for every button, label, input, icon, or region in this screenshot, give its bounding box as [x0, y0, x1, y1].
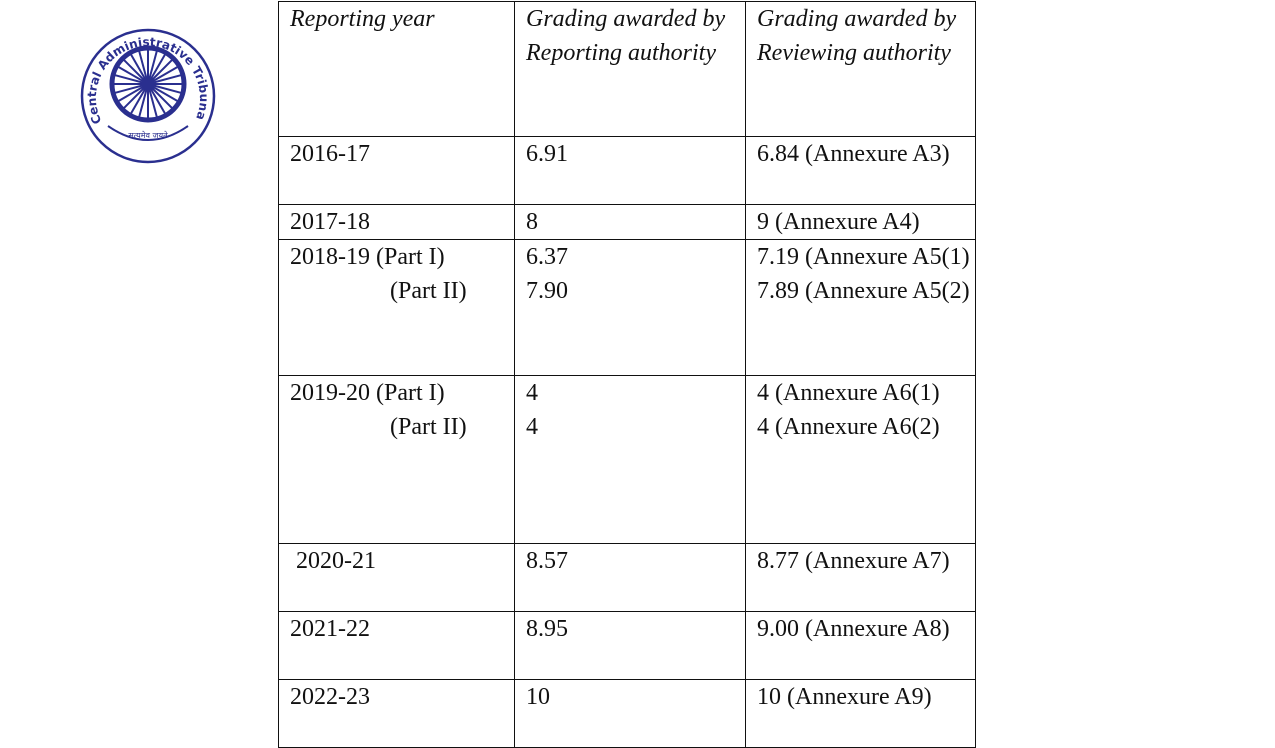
table-row: 2018-19 (Part I) (Part II) 6.37 7.90 7.19 (A… [278, 239, 976, 376]
cell-line: 7.89 (Annexure A5(2) [757, 278, 970, 304]
table-cell: 4 (Annexure A6(1) 4 (Annexure A6(2) [745, 375, 976, 544]
header-cell: Grading awarded by Reporting authority [514, 1, 746, 137]
logo: Central Administrative Tribunal सत्यमेव … [78, 26, 216, 164]
cell-line: 8.95 [526, 616, 568, 642]
cell-line: 8 [526, 209, 538, 235]
cell-line: 2017-18 [290, 209, 370, 235]
cell-line: (Part II) [390, 278, 467, 304]
table-cell: 2020-21 [278, 543, 515, 612]
table-cell: 8 [514, 204, 746, 240]
cell-line: (Part II) [390, 414, 467, 440]
table-row: 2020-21 8.57 8.77 (Annexure A7) [278, 543, 976, 612]
cell-line: 8.77 (Annexure A7) [757, 548, 950, 574]
table-cell: 7.19 (Annexure A5(1) 7.89 (Annexure A5(2) [745, 239, 976, 376]
table-cell: 6.37 7.90 [514, 239, 746, 376]
table-row: 2022-23 10 10 (Annexure A9) [278, 679, 976, 748]
cell-line: 2021-22 [290, 616, 370, 642]
cell-line: 6.84 (Annexure A3) [757, 141, 950, 167]
cell-line: 2020-21 [296, 548, 376, 574]
table-cell: 2021-22 [278, 611, 515, 680]
table-row: 2021-22 8.95 9.00 (Annexure A8) [278, 611, 976, 680]
table-cell: 8.95 [514, 611, 746, 680]
cell-line: 6.91 [526, 141, 568, 167]
table-row: 2016-17 6.91 6.84 (Annexure A3) [278, 136, 976, 205]
table-cell: 10 (Annexure A9) [745, 679, 976, 748]
cell-line: 6.37 [526, 244, 568, 270]
table-row: 2019-20 (Part I) (Part II) 4 4 4 (Annexure A… [278, 375, 976, 544]
cell-line: 7.90 [526, 278, 568, 304]
cell-line: 9.00 (Annexure A8) [757, 616, 950, 642]
table-cell: 8.77 (Annexure A7) [745, 543, 976, 612]
cell-line: 4 (Annexure A6(1) [757, 380, 940, 406]
cell-line: 2018-19 (Part I) [290, 244, 445, 270]
cell-line: 10 (Annexure A9) [757, 684, 932, 710]
grading-table: Reporting year Grading awarded by Reporti… [278, 1, 976, 748]
cell-line: 10 [526, 684, 550, 710]
table-cell: 2016-17 [278, 136, 515, 205]
table-cell: 6.91 [514, 136, 746, 205]
table-row: 2017-18 8 9 (Annexure A4) [278, 204, 976, 240]
cell-line: 2022-23 [290, 684, 370, 710]
cell-line: 9 (Annexure A4) [757, 209, 920, 235]
cell-line: 7.19 (Annexure A5(1) [757, 244, 970, 270]
cell-line: 4 (Annexure A6(2) [757, 414, 940, 440]
header-row: Reporting year Grading awarded by Reporti… [278, 1, 976, 137]
table-cell: 8.57 [514, 543, 746, 612]
cell-line: 8.57 [526, 548, 568, 574]
table-cell: 9.00 (Annexure A8) [745, 611, 976, 680]
cell-line: 2019-20 (Part I) [290, 380, 445, 406]
cell-line: 4 [526, 414, 538, 440]
table-cell: 2017-18 [278, 204, 515, 240]
cell-line: 2016-17 [290, 141, 370, 167]
table-cell: 6.84 (Annexure A3) [745, 136, 976, 205]
table-cell: 10 [514, 679, 746, 748]
header-cell: Reporting year [278, 1, 515, 137]
header-cell: Grading awarded by Reviewing authority [745, 1, 976, 137]
table-cell: 2018-19 (Part I) (Part II) [278, 239, 515, 376]
logo-motto: सत्यमेव जयते [128, 130, 168, 140]
table-cell: 2019-20 (Part I) (Part II) [278, 375, 515, 544]
table-cell: 9 (Annexure A4) [745, 204, 976, 240]
table-cell: 2022-23 [278, 679, 515, 748]
cell-line: 4 [526, 380, 538, 406]
